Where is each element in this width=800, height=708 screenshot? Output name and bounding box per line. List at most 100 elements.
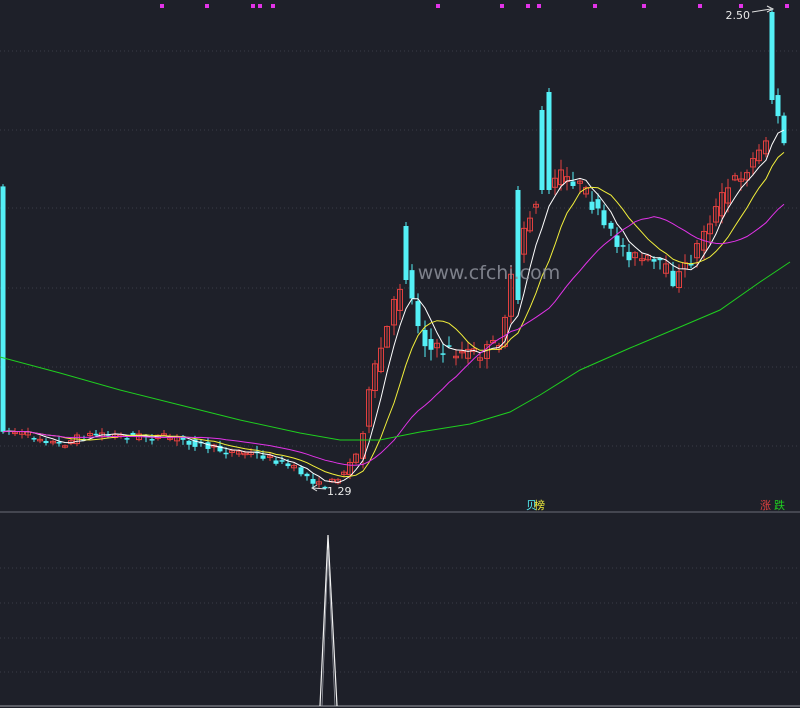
candle-body-61: [378, 347, 384, 372]
candle-body-72: [446, 345, 452, 347]
legend-right-a: 涨: [760, 499, 771, 512]
signal-marker-0: [160, 4, 164, 8]
candle-body-119: [738, 178, 744, 182]
candle-body-56: [347, 462, 353, 475]
moving-averages: [0, 129, 791, 484]
candle-66: [409, 264, 415, 305]
candle-54: [335, 477, 341, 485]
candle-36: [223, 447, 229, 459]
candle-body-101: [626, 251, 632, 261]
candle-body-92: [570, 181, 576, 186]
candle-body-7: [43, 440, 49, 444]
candle-body-118: [732, 175, 738, 181]
candle-85: [527, 211, 533, 233]
candle-body-67: [415, 301, 421, 327]
candle-body-5: [31, 438, 37, 440]
candle-body-85: [527, 217, 533, 232]
candle-body-84: [521, 227, 527, 255]
candle-body-98: [608, 222, 614, 229]
candle-0: [0, 184, 6, 434]
candle-18: [112, 430, 118, 440]
candle-84: [521, 221, 527, 263]
candle-87: [539, 106, 545, 194]
candle-body-64: [397, 288, 403, 311]
signal-marker-6: [500, 4, 504, 8]
indicator-panel: [319, 534, 338, 707]
candle-body-9: [56, 442, 62, 444]
candle-body-20: [124, 438, 130, 440]
candle-126: [781, 112, 787, 146]
candle-body-14: [87, 432, 93, 437]
candle-body-74: [459, 350, 465, 354]
candle-body-62: [384, 326, 390, 348]
candle-body-76: [471, 348, 477, 352]
candle-3: [19, 428, 25, 439]
candle-body-93: [577, 180, 583, 184]
candle-body-58: [360, 433, 366, 459]
candle-body-27: [167, 437, 173, 440]
candle-body-70: [434, 342, 440, 349]
candle-body-51: [316, 481, 322, 485]
candle-body-77: [477, 357, 483, 361]
candle-body-71: [440, 353, 446, 355]
candle-75: [465, 341, 471, 364]
candle-body-50: [310, 478, 316, 484]
candle-body-123: [763, 140, 769, 155]
candle-body-126: [781, 115, 787, 144]
candle-body-48: [298, 467, 304, 475]
candle-125: [775, 88, 781, 124]
ma-longest-line: [0, 261, 791, 441]
candle-body-57: [353, 453, 359, 463]
candle-118: [732, 172, 738, 182]
candle-69: [428, 328, 434, 361]
candle-73: [453, 348, 459, 366]
candle-2: [12, 427, 18, 436]
candle-body-2: [12, 431, 18, 435]
candle-body-29: [180, 435, 186, 440]
signal-marker-7: [526, 4, 530, 8]
candle-body-10: [62, 445, 68, 448]
candle-body-15: [93, 433, 99, 436]
legend-left-b: 榜: [534, 498, 545, 512]
legend-left: 贝 榜: [526, 498, 545, 512]
candle-body-68: [422, 329, 428, 347]
candle-101: [626, 243, 632, 268]
candle-body-21: [130, 432, 136, 436]
candle-122: [756, 144, 762, 165]
candle-body-100: [620, 245, 626, 247]
candle-4: [25, 427, 31, 439]
candle-123: [763, 136, 769, 158]
candle-99: [614, 227, 620, 254]
legend-left-a: 贝: [526, 499, 537, 512]
candle-49: [304, 472, 310, 481]
candle-body-124: [769, 12, 775, 100]
candle-71: [440, 342, 446, 363]
candle-body-44: [273, 460, 279, 464]
candle-body-116: [719, 192, 725, 217]
candle-115: [713, 198, 719, 227]
low-marker: 1.29: [311, 484, 352, 498]
candle-107: [663, 255, 669, 278]
candle-62: [384, 325, 390, 349]
candle-20: [124, 436, 130, 444]
candle-body-94: [583, 187, 589, 195]
candle-body-0: [0, 186, 6, 432]
candle-body-121: [750, 158, 756, 168]
candle-45: [279, 456, 285, 464]
signal-marker-8: [537, 4, 541, 8]
candle-100: [620, 238, 626, 257]
candle-114: [707, 215, 713, 245]
candle-body-82: [508, 273, 514, 317]
candle-body-33: [205, 442, 211, 449]
candle-body-111: [688, 263, 694, 266]
candle-97: [601, 204, 607, 229]
candle-82: [508, 265, 514, 324]
candle-body-86: [533, 203, 539, 208]
candle-body-37: [229, 450, 235, 454]
signal-marker-9: [593, 4, 597, 8]
top-signal-markers: [160, 4, 789, 8]
candle-body-96: [595, 199, 601, 209]
candlesticks: [0, 8, 787, 490]
indicator-spike-inner: [321, 549, 336, 707]
candle-body-59: [366, 389, 372, 427]
